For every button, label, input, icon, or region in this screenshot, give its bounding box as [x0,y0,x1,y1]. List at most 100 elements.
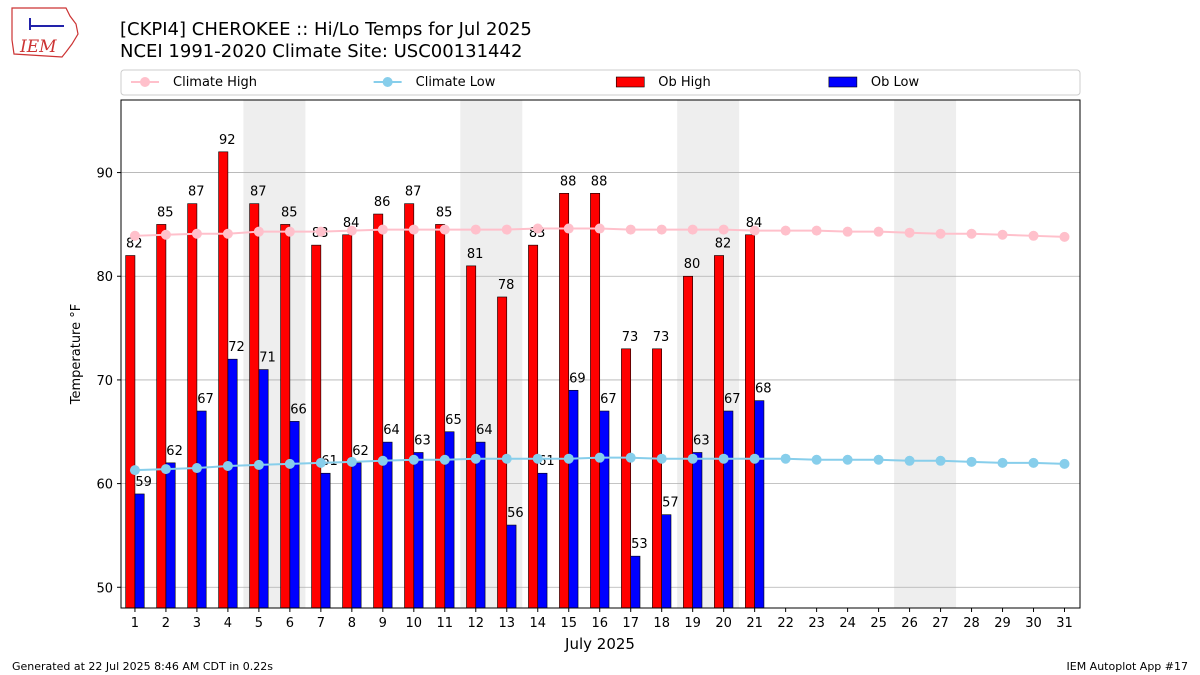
line-point [780,225,791,236]
line-point [253,459,264,470]
line-point [749,453,760,464]
bar-label: 63 [414,433,431,448]
bar-label: 82 [126,237,143,252]
legend-swatch [828,76,858,88]
bar [652,348,662,609]
bar [497,296,508,609]
bar [289,421,300,609]
x-tick-label: 10 [406,616,423,631]
line-point [718,453,729,464]
x-tick-label: 9 [379,616,387,631]
bar-label: 57 [662,496,679,511]
legend-label: Ob Low [871,75,920,90]
bar-label: 84 [746,216,763,231]
footer-left: Generated at 22 Jul 2025 8:46 AM CDT in … [12,660,273,673]
line-point [873,226,884,237]
bar [754,400,765,609]
bar-label: 86 [374,195,391,210]
line-point [935,455,946,466]
bar-label: 56 [507,506,524,521]
bar [435,224,446,609]
line-point [842,454,853,465]
legend-marker [382,77,393,87]
bar [351,462,362,609]
line-point [966,228,977,239]
x-tick-label: 16 [591,616,608,631]
bar [745,234,755,609]
line-point [997,229,1008,240]
x-tick-label: 15 [560,616,577,631]
bar [537,472,548,609]
legend-swatch [615,76,645,88]
bar [187,203,198,609]
x-tick-label: 5 [255,616,263,631]
bar [683,275,693,609]
line-point [811,225,822,236]
x-tick-label: 7 [317,616,325,631]
bar-label: 92 [219,133,236,148]
line-point [408,224,419,235]
line-point [129,465,140,476]
bar-label: 80 [684,257,701,272]
legend-marker [140,77,150,87]
bar [156,224,167,609]
bar-label: 65 [445,413,462,428]
bar [249,203,260,609]
bar-label: 84 [343,216,360,231]
bar-label: 64 [476,423,493,438]
bar-label: 81 [467,247,484,262]
line-point [470,224,481,235]
line-point [687,224,698,235]
bar [413,452,424,609]
bar [621,348,632,609]
x-tick-label: 23 [808,616,825,631]
bar [528,244,539,609]
line-point [222,460,233,471]
x-tick-label: 12 [468,616,485,631]
line-point [904,227,915,238]
line-point [625,224,636,235]
logo: IEM [11,7,79,58]
line-point [656,453,667,464]
y-tick-label: 80 [96,270,113,285]
line-point [191,463,202,474]
bar-label: 87 [188,185,205,200]
logo-text: IEM [19,37,57,57]
legend-label: Ob High [658,75,711,90]
bar-label: 68 [755,382,772,397]
bar [723,410,734,609]
bar-label: 53 [631,537,648,552]
y-tick-label: 70 [96,374,113,389]
bar-label: 88 [560,174,577,189]
bar [280,224,291,609]
line-point [594,452,605,463]
x-tick-label: 1 [131,616,139,631]
bar [320,472,331,609]
line-point [997,457,1008,468]
bar-label: 85 [436,205,453,220]
bar [630,555,641,609]
legend-label: Climate High [173,75,257,90]
bar-label: 66 [290,402,307,417]
plot-frame [120,99,1081,609]
line-point [563,223,574,234]
bar-label: 71 [259,351,276,366]
chart-subtitle: NCEI 1991-2020 Climate Site: USC00131442 [120,41,522,62]
line-point [687,453,698,464]
x-tick-label: 21 [746,616,763,631]
line-point [1028,230,1039,241]
bar-label: 62 [352,444,369,459]
bar [692,452,703,609]
weekend-shade [894,100,957,608]
x-tick-label: 31 [1056,616,1073,631]
y-axis-label: Temperature °F [69,304,84,405]
line-point [284,458,295,469]
x-tick-label: 11 [437,616,454,631]
bar-label: 72 [228,340,245,355]
x-tick-label: 2 [162,616,170,631]
line-point [594,223,605,234]
x-tick-label: 24 [839,616,856,631]
line-point [470,453,481,464]
